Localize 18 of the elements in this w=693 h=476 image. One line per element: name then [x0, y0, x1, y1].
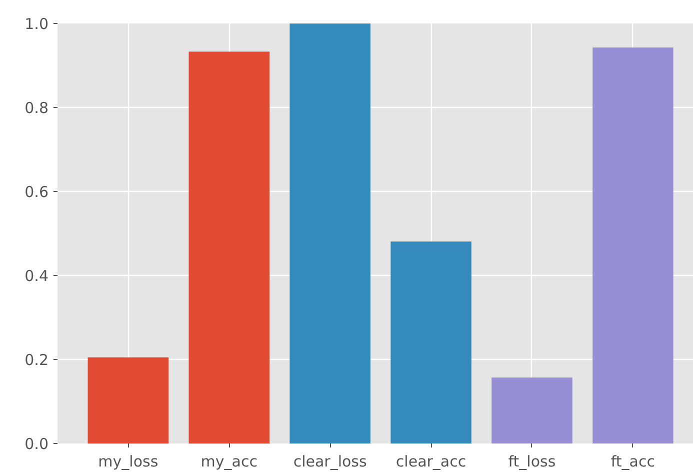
y-tick-label: 0.8 — [24, 99, 49, 117]
x-tick-label: my_acc — [200, 452, 258, 470]
y-tick-label: 0.6 — [24, 183, 49, 201]
bar — [592, 47, 674, 444]
x-tick-label: my_loss — [98, 452, 158, 470]
y-tick-label: 1.0 — [24, 15, 49, 33]
x-tick-label: clear_acc — [396, 452, 466, 470]
bar — [88, 357, 169, 444]
x-tick-label: ft_loss — [508, 452, 556, 470]
x-tick-label: ft_acc — [610, 452, 655, 470]
y-tick-label: 0.4 — [24, 267, 49, 285]
bar — [290, 24, 370, 444]
y-tick-label: 0.2 — [24, 351, 49, 369]
x-tick-label: clear_loss — [293, 452, 367, 470]
bar — [492, 378, 572, 444]
y-tick-label: 0.0 — [24, 435, 49, 453]
bar — [188, 52, 270, 444]
bar — [390, 241, 472, 444]
